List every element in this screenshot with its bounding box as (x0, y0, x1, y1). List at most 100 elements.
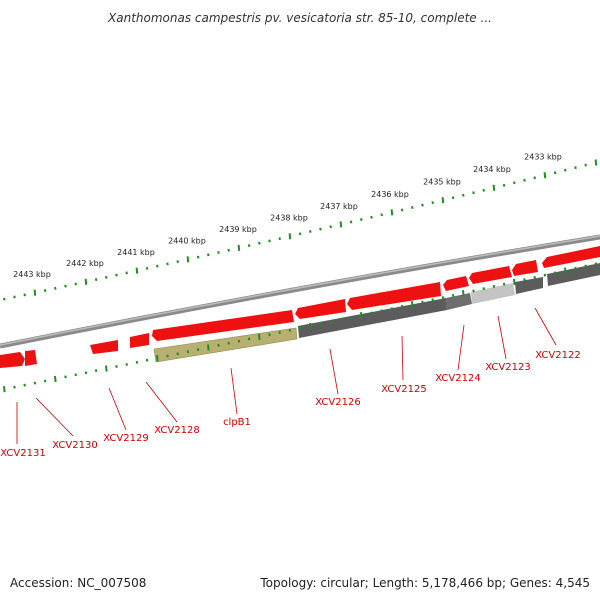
minor-tick (145, 358, 149, 362)
gene-label-XCV2128[interactable]: XCV2128 (154, 425, 199, 436)
major-tick (33, 289, 37, 296)
minor-tick (3, 297, 6, 301)
minor-tick (523, 278, 526, 282)
kbp-label: 2434 kbp (473, 165, 511, 174)
minor-tick (74, 282, 77, 286)
gene-grey-6[interactable] (547, 263, 600, 286)
gene-red-8[interactable] (443, 276, 469, 291)
gene-red-9[interactable] (469, 266, 512, 284)
minor-tick (349, 315, 353, 319)
minor-tick (574, 266, 577, 270)
gene-label-XCV2125[interactable]: XCV2125 (381, 384, 426, 395)
major-tick (237, 244, 241, 252)
gene-XCV2122[interactable] (515, 277, 543, 294)
major-tick (105, 365, 108, 372)
major-tick (441, 197, 445, 204)
genome-backbone (0, 234, 600, 349)
minor-tick (502, 282, 506, 286)
gene-XCV2125[interactable] (446, 293, 472, 310)
gene-label-XCV2131[interactable]: XCV2131 (0, 448, 45, 459)
gene-XCV2128[interactable] (130, 333, 149, 348)
minor-tick (13, 295, 16, 299)
map-title: Xanthomonas campestris pv. vesicatoria s… (107, 11, 492, 25)
gene-clpB1[interactable] (153, 327, 298, 363)
minor-tick (74, 373, 77, 377)
kbp-scale-labels: 2443 kbp 2442 kbp 2441 kbp 2440 kbp 2439 kbp… (13, 153, 562, 280)
minor-tick (196, 348, 200, 352)
major-tick (54, 375, 57, 383)
label-line-XCV2130 (35, 397, 74, 437)
gene-label-XCV2126[interactable]: XCV2126 (315, 397, 360, 408)
gene-red-5[interactable] (152, 310, 294, 341)
minor-tick (431, 201, 434, 205)
kbp-label: 2436 kbp (371, 190, 409, 199)
major-tick (207, 344, 210, 351)
minor-tick (370, 311, 373, 315)
gene-red-6[interactable] (295, 299, 346, 319)
gene-XCV2130[interactable] (25, 350, 37, 366)
minor-tick (492, 284, 496, 288)
minor-tick (258, 241, 261, 245)
gene-XCV2123[interactable] (471, 283, 515, 304)
kbp-label: 2437 kbp (320, 202, 358, 211)
minor-tick (145, 266, 149, 270)
gene-label-XCV2130[interactable]: XCV2130 (52, 440, 97, 451)
minor-tick (43, 289, 47, 293)
minor-tick (43, 379, 47, 383)
gene-red-10[interactable] (512, 260, 538, 276)
minor-tick (553, 271, 557, 275)
minor-tick (94, 278, 98, 282)
gene-red-7[interactable] (347, 282, 441, 310)
minor-tick (482, 287, 485, 291)
minor-tick (360, 218, 363, 222)
minor-tick (431, 298, 434, 302)
minor-tick (33, 381, 37, 385)
minor-tick (176, 260, 179, 264)
reverse-strand-track (153, 263, 600, 363)
kbp-label: 2443 kbp (13, 270, 51, 279)
minor-tick (125, 271, 128, 275)
minor-tick (237, 339, 241, 343)
minor-tick (400, 304, 404, 308)
major-tick (492, 184, 496, 191)
label-line-XCV2124 (457, 324, 465, 371)
minor-tick (64, 375, 67, 379)
genome-backbone-highlight (0, 235, 600, 346)
minor-tick (278, 237, 281, 241)
minor-tick (196, 255, 200, 259)
kbp-label: 2441 kbp (117, 248, 155, 257)
minor-tick (268, 333, 271, 337)
gene-XCV2126[interactable] (298, 298, 447, 338)
major-tick (186, 256, 190, 263)
minor-tick (176, 352, 179, 356)
minor-tick (513, 181, 516, 185)
minor-tick (380, 213, 383, 217)
minor-tick (23, 383, 26, 387)
major-tick (411, 301, 414, 308)
gene-label-XCV2129[interactable]: XCV2129 (103, 433, 148, 444)
label-line-XCV2125 (401, 335, 404, 381)
minor-tick (502, 183, 506, 187)
gene-red-11[interactable] (542, 246, 600, 268)
minor-tick (156, 264, 159, 268)
minor-tick (349, 220, 353, 224)
gene-label-clpB1[interactable]: clpB1 (223, 417, 251, 428)
minor-tick (247, 244, 251, 248)
minor-tick (115, 273, 118, 277)
gene-XCV2129[interactable] (90, 340, 118, 354)
minor-tick (339, 318, 343, 322)
minor-tick (564, 168, 567, 172)
kbp-label: 2439 kbp (219, 225, 257, 234)
gene-XCV2131[interactable] (0, 352, 25, 368)
gene-label-XCV2124[interactable]: XCV2124 (435, 373, 480, 384)
minor-tick (166, 354, 169, 358)
gene-label-XCV2123[interactable]: XCV2123 (485, 362, 530, 373)
minor-tick (451, 293, 455, 297)
kbp-label: 2433 kbp (524, 153, 562, 162)
minor-tick (584, 264, 587, 268)
minor-tick (553, 171, 557, 175)
gene-label-XCV2122[interactable]: XCV2122 (535, 350, 580, 361)
major-tick (84, 278, 88, 285)
minor-tick (533, 176, 536, 180)
minor-tick (207, 253, 210, 257)
